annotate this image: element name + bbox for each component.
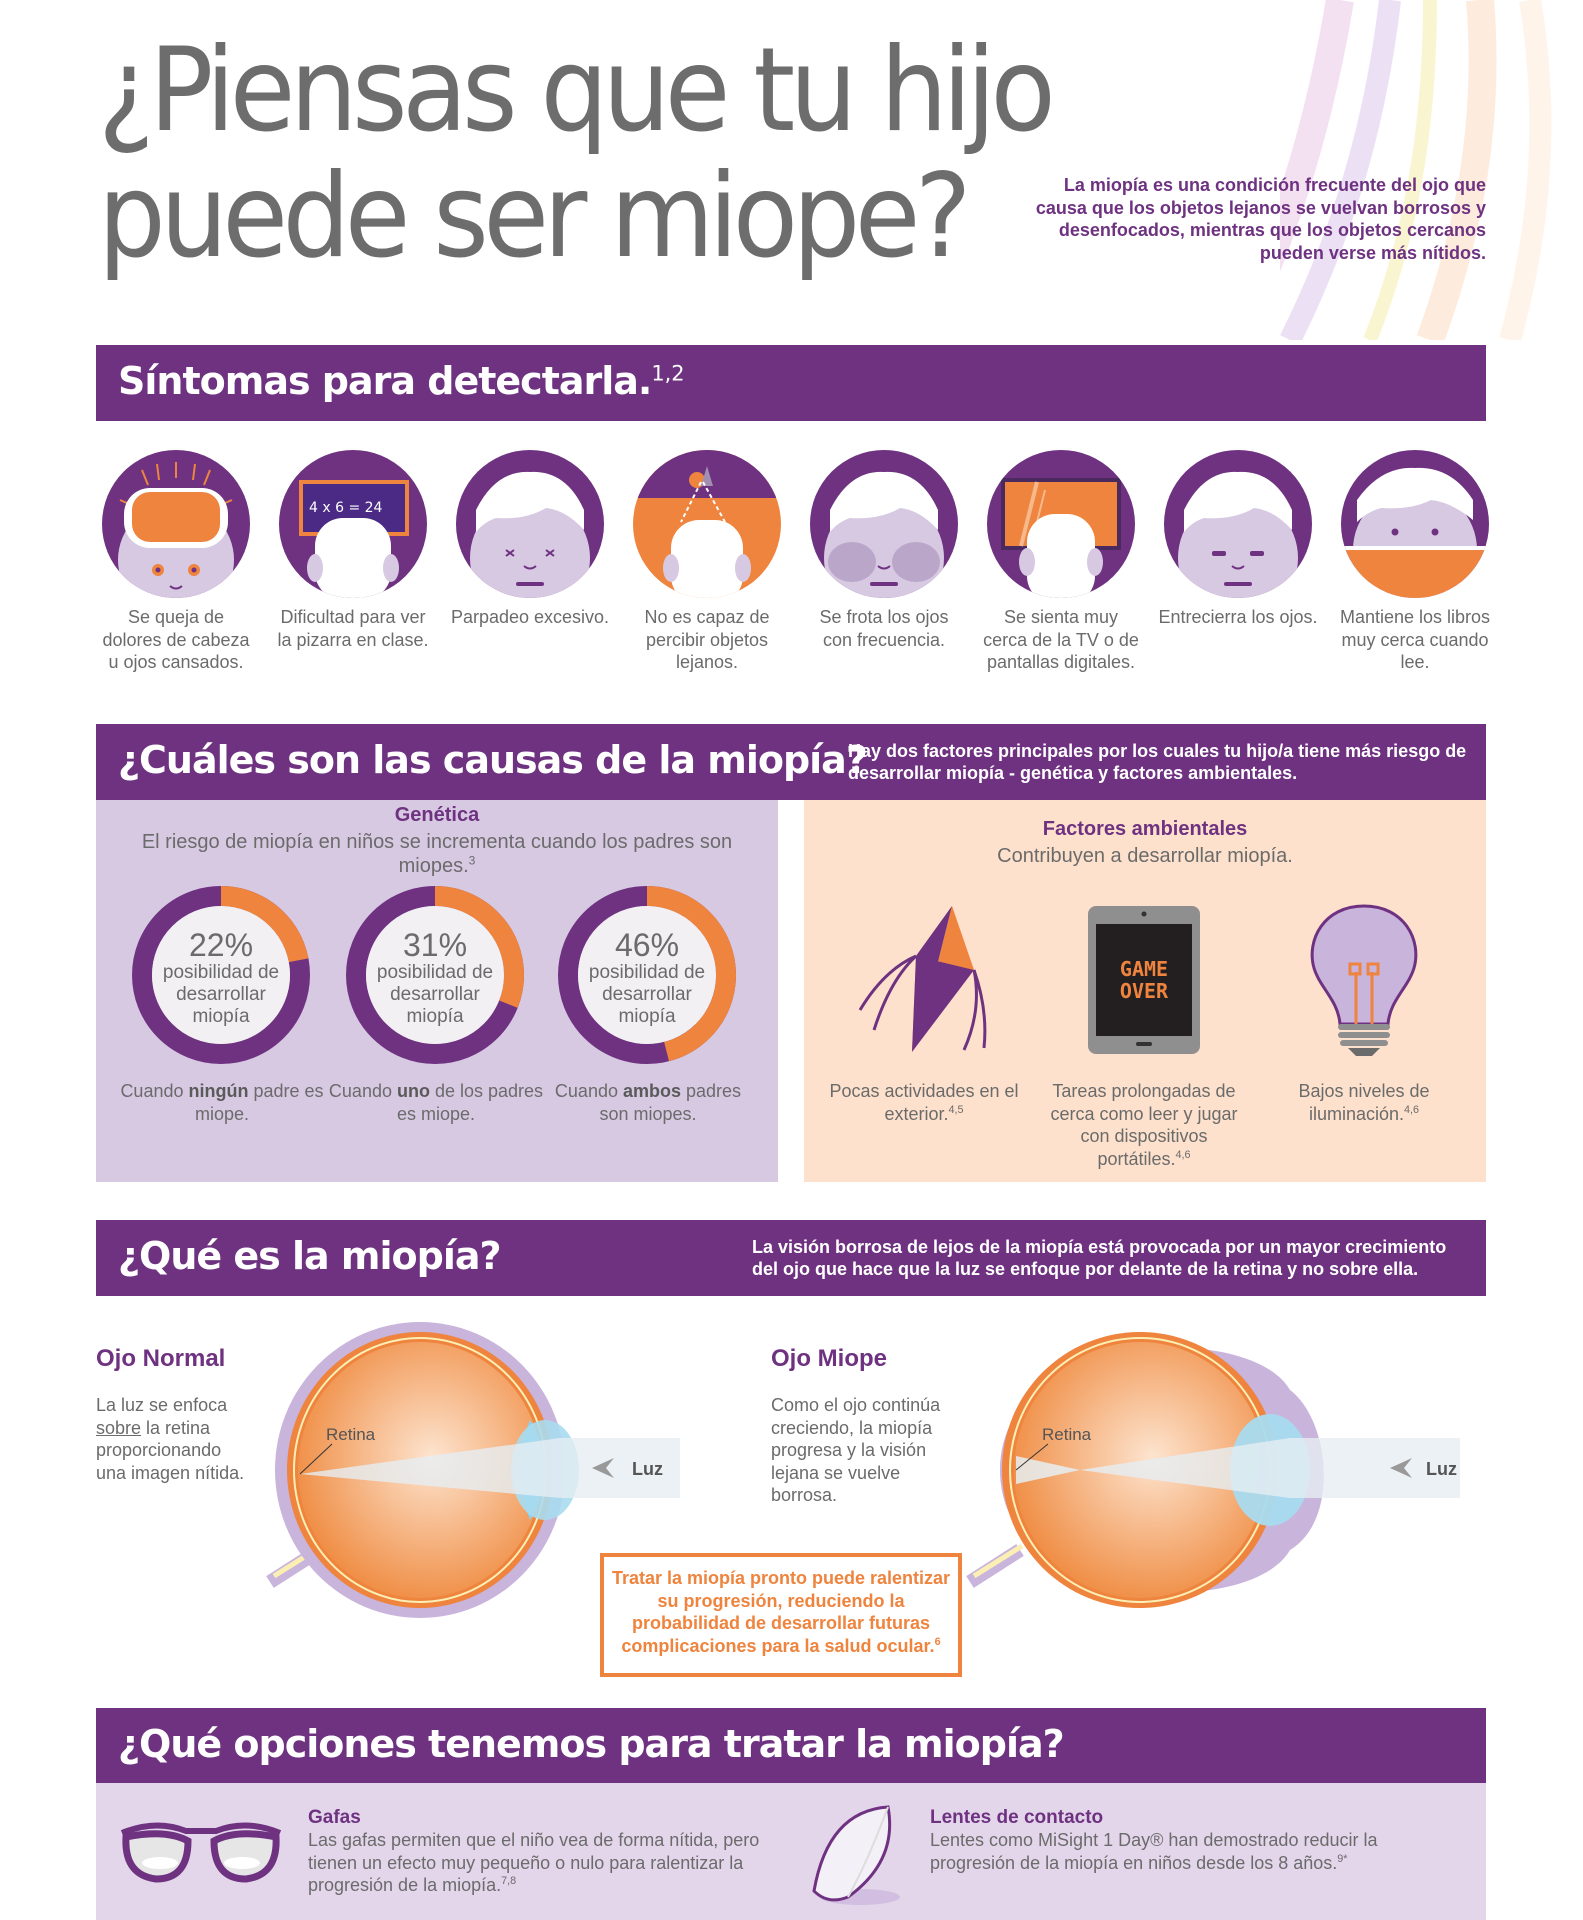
myopia-header: ¿Qué es la miopía? La visión borrosa de …	[96, 1220, 1486, 1296]
symptom-item: No es capaz de percibir objetos lejanos.	[627, 450, 787, 674]
donut-ring	[346, 886, 524, 1064]
title-line-2: puede ser miope?	[98, 149, 972, 284]
environment-heading: Factores ambientales	[1042, 818, 1248, 840]
contacts-heading: Lentes de contacto	[930, 1807, 1104, 1828]
env-item-devices: GAME OVER Tareas prolongadas de cerca co…	[1044, 900, 1244, 1169]
causes-description: Hay dos factores principales por los cua…	[848, 741, 1467, 783]
symptom-label: Se queja de dolores de cabeza u ojos can…	[102, 607, 250, 672]
donut-percent: 31%	[402, 927, 468, 963]
svg-text:Luz: Luz	[632, 1459, 663, 1479]
symptom-item: Se queja de dolores de cabeza u ojos can…	[96, 450, 256, 674]
donut-ring	[132, 886, 310, 1064]
donut-chart-both: 46% posibilidad de desarrollar miopía	[558, 886, 736, 1064]
tv-close-child-icon	[987, 450, 1135, 598]
lightbulb-icon	[1310, 904, 1418, 1056]
svg-text:OVER: OVER	[1120, 979, 1169, 1003]
donut-percent: 22%	[188, 927, 254, 963]
headache-child-icon	[102, 450, 250, 598]
contact-lens-icon	[812, 1805, 900, 1905]
symptoms-header: Síntomas para detectarla.1,2	[96, 345, 1486, 421]
normal-eye-diagram: Retina Luz	[266, 1322, 680, 1618]
book-close-child-icon	[1341, 450, 1489, 598]
symptoms-title: Síntomas para detectarla.1,2	[118, 359, 685, 403]
glasses-heading: Gafas	[308, 1807, 361, 1828]
page-title: ¿Piensas que tu hijo puede ser miope?	[98, 28, 1056, 280]
options-panel: Gafas Las gafas permiten que el niño vea…	[96, 1783, 1486, 1920]
decorative-brush-strokes	[1280, 0, 1552, 340]
distant-objects-child-icon	[633, 450, 781, 598]
donut-center: 31% posibilidad de desarrollar miopía	[366, 906, 504, 1044]
svg-text:Retina: Retina	[326, 1425, 376, 1444]
donut-caption: Cuando ambos padres son miopes.	[554, 1081, 742, 1124]
causes-header: ¿Cuáles son las causas de la miopía? Hay…	[96, 724, 1486, 800]
environment-panel: Factores ambientales Contribuyen a desar…	[804, 800, 1486, 1182]
donut-text: posibilidad de desarrollar miopía	[588, 962, 706, 1027]
donut-ring	[558, 886, 736, 1064]
blinking-child-icon	[456, 450, 604, 598]
symptom-label: Parpadeo excesivo.	[450, 607, 610, 627]
myopic-eye-diagram: Retina Luz	[966, 1332, 1460, 1608]
normal-eye-text: La luz se enfoca sobre la retina proporc…	[96, 1395, 245, 1483]
genetics-panel: Genética El riesgo de miopía en niños se…	[96, 800, 778, 1182]
donut-text: posibilidad de desarrollar miopía	[376, 962, 494, 1027]
donut-caption: Cuando ningún padre es miope.	[120, 1081, 324, 1124]
glasses-text: Las gafas permiten que el niño vea de fo…	[308, 1830, 760, 1895]
options-header: ¿Qué opciones tenemos para tratar la mio…	[96, 1708, 1486, 1783]
contacts-text: Lentes como MiSight 1 Day® han demostrad…	[930, 1830, 1378, 1873]
myopia-title: ¿Qué es la miopía?	[118, 1234, 502, 1278]
svg-text:GAME: GAME	[1120, 957, 1168, 981]
squinting-child-icon	[1164, 450, 1312, 598]
donut-text: posibilidad de desarrollar miopía	[162, 962, 280, 1027]
symptom-label: Se sienta muy cerca de la TV o de pantal…	[983, 607, 1139, 672]
donut-chart-one: 31% posibilidad de desarrollar miopía	[346, 886, 524, 1064]
glasses-icon	[120, 1822, 282, 1883]
symptom-item: Se sienta muy cerca de la TV o de pantal…	[981, 450, 1141, 674]
donut-caption: Cuando uno de los padres es miope.	[328, 1081, 544, 1124]
donut-percent: 46%	[614, 927, 680, 963]
title-line-1: ¿Piensas que tu hijo	[98, 23, 1056, 158]
rubbing-eyes-child-icon	[810, 450, 958, 598]
svg-text:4 x 6 = 24: 4 x 6 = 24	[309, 500, 383, 516]
myopia-description: La visión borrosa de lejos de la miopía …	[752, 1237, 1447, 1279]
donut-center: 46% posibilidad de desarrollar miopía	[578, 906, 716, 1044]
env-item-lighting: Bajos niveles de iluminación.4,6	[1264, 900, 1464, 1124]
svg-text:Luz: Luz	[1426, 1459, 1457, 1479]
donut-chart-none: 22% posibilidad de desarrollar miopía	[132, 886, 310, 1064]
symptom-item: Se frota los ojos con frecuencia.	[804, 450, 964, 651]
myopic-eye-heading: Ojo Miope	[771, 1345, 887, 1372]
genetics-subtitle: El riesgo de miopía en niños se incremen…	[141, 831, 733, 877]
tablet-icon: GAME OVER	[1088, 906, 1200, 1054]
myopic-eye-text: Como el ojo continúa creciendo, la miopí…	[771, 1395, 941, 1505]
symptom-item: Entrecierra los ojos.	[1158, 450, 1318, 629]
normal-eye-heading: Ojo Normal	[96, 1345, 226, 1372]
treatment-callout: Tratar la miopía pronto puede ralentizar…	[600, 1553, 962, 1677]
symptom-label: No es capaz de percibir objetos lejanos.	[644, 607, 770, 672]
symptom-item: Parpadeo excesivo.	[450, 450, 610, 629]
env-caption: Pocas actividades en el exterior.4,5	[829, 1081, 1019, 1124]
donut-center: 22% posibilidad de desarrollar miopía	[152, 906, 290, 1044]
symptom-label: Se frota los ojos con frecuencia.	[819, 607, 949, 650]
env-item-outdoor: Pocas actividades en el exterior.4,5	[824, 900, 1024, 1124]
genetics-heading: Genética	[394, 804, 480, 826]
svg-text:Retina: Retina	[1042, 1425, 1092, 1444]
symptom-item: 4 x 6 = 24 Dificultad para ver la pizarr…	[273, 450, 433, 651]
env-caption: Bajos niveles de iluminación.4,6	[1298, 1081, 1430, 1124]
env-caption: Tareas prolongadas de cerca como leer y …	[1050, 1081, 1238, 1169]
causes-title: ¿Cuáles son las causas de la miopía?	[118, 738, 868, 782]
symptom-label: Dificultad para ver la pizarra en clase.	[277, 607, 429, 650]
symptom-item: Mantiene los libros muy cerca cuando lee…	[1335, 450, 1495, 674]
blackboard-child-icon: 4 x 6 = 24	[279, 450, 427, 598]
kite-icon	[858, 906, 987, 1052]
symptom-label: Entrecierra los ojos.	[1158, 607, 1318, 627]
hero-description: La miopía es una condición frecuente del…	[1035, 175, 1486, 263]
options-title: ¿Qué opciones tenemos para tratar la mio…	[118, 1722, 1065, 1766]
symptom-label: Mantiene los libros muy cerca cuando lee…	[1339, 607, 1491, 672]
environment-subtitle: Contribuyen a desarrollar miopía.	[997, 845, 1293, 867]
